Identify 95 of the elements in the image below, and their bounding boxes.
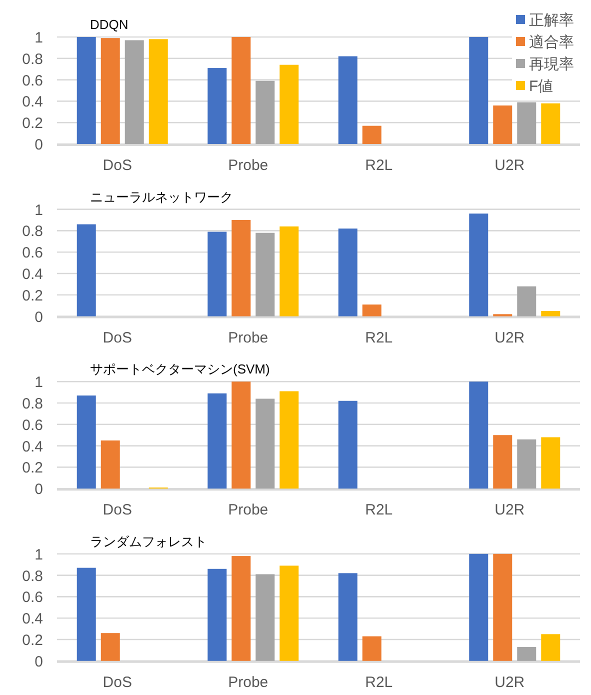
x-tick-label: Probe <box>228 157 268 174</box>
bar <box>232 220 251 316</box>
bar <box>469 37 488 144</box>
bar <box>256 574 275 661</box>
y-tick-label: 0.4 <box>22 94 43 111</box>
y-tick-label: 0.4 <box>22 266 43 283</box>
x-tick-label: Probe <box>228 674 268 691</box>
x-tick-label: U2R <box>494 502 525 519</box>
bar <box>208 393 227 489</box>
bar <box>280 391 299 489</box>
x-tick-label: R2L <box>365 502 393 519</box>
y-tick-label: 0.2 <box>22 632 43 649</box>
bar <box>493 435 512 489</box>
x-tick-label: R2L <box>365 157 393 174</box>
bar <box>517 102 536 144</box>
y-tick-label: 0.6 <box>22 72 43 90</box>
bar <box>338 228 358 316</box>
y-tick-label: 0.6 <box>22 416 43 434</box>
bar <box>124 40 144 144</box>
bar <box>100 633 120 661</box>
y-tick-label: 1 <box>34 202 43 219</box>
bar <box>541 103 560 144</box>
y-tick-label: 0.8 <box>22 396 43 412</box>
x-tick-label: DoS <box>102 157 132 174</box>
bar <box>517 439 536 489</box>
bar <box>469 214 488 316</box>
bar <box>280 226 299 316</box>
y-tick-label: 1 <box>34 374 43 392</box>
bar <box>100 440 120 489</box>
y-tick-label: 0.2 <box>22 287 43 304</box>
legend-label: 正解率 <box>529 12 574 29</box>
bar <box>493 105 512 144</box>
chart-title: DDQN <box>90 17 128 32</box>
y-tick-label: 0 <box>34 136 43 154</box>
bar <box>517 286 536 316</box>
bar <box>338 400 358 489</box>
x-tick-label: U2R <box>494 674 525 691</box>
bar <box>469 382 488 489</box>
y-tick-label: 0.8 <box>22 568 43 585</box>
y-tick-label: 0.2 <box>22 115 43 132</box>
bar <box>76 224 96 316</box>
bar <box>100 38 120 144</box>
y-tick-label: 1 <box>34 546 43 564</box>
x-tick-label: DoS <box>102 502 132 519</box>
bar <box>280 64 299 144</box>
bar <box>280 566 299 661</box>
bar <box>256 398 275 489</box>
bar <box>517 646 536 661</box>
bar <box>256 80 275 144</box>
chart-title: サポートベクターマシン(SVM) <box>90 362 270 377</box>
y-tick-label: 0.8 <box>22 50 43 68</box>
y-tick-label: 0 <box>34 481 43 498</box>
chart-title: ランダムフォレスト <box>90 534 207 549</box>
y-tick-label: 0.4 <box>22 610 43 628</box>
bar <box>232 382 251 489</box>
y-tick-label: 0.8 <box>22 223 43 240</box>
bar <box>208 232 227 316</box>
x-tick-label: DoS <box>102 329 132 346</box>
bar <box>76 396 96 489</box>
bar <box>338 56 358 144</box>
x-tick-label: R2L <box>365 329 393 346</box>
bar <box>493 554 512 661</box>
bar <box>148 39 168 144</box>
x-tick-label: U2R <box>494 329 525 346</box>
y-tick-label: 0.4 <box>22 438 43 456</box>
bar <box>232 556 251 661</box>
bar <box>541 634 560 661</box>
x-tick-label: R2L <box>365 674 393 691</box>
x-tick-label: DoS <box>102 674 132 691</box>
x-tick-label: Probe <box>228 502 268 519</box>
legend-label: F値 <box>529 78 554 95</box>
bar <box>232 37 251 144</box>
legend-label: 適合率 <box>529 34 574 51</box>
bar <box>362 304 382 316</box>
y-tick-label: 0.6 <box>22 244 43 262</box>
bar <box>362 126 382 144</box>
x-tick-label: U2R <box>494 157 525 174</box>
bar <box>208 68 227 144</box>
bar <box>338 573 358 661</box>
bar <box>76 568 96 661</box>
x-tick-label: Probe <box>228 329 268 346</box>
chart-title: ニューラルネットワーク <box>90 189 233 204</box>
y-tick-label: 1 <box>34 30 43 46</box>
y-tick-label: 0 <box>34 308 43 326</box>
bar <box>541 437 560 489</box>
bar <box>469 554 488 661</box>
bar <box>76 37 96 144</box>
bar <box>541 310 560 316</box>
bar <box>256 232 275 316</box>
bar <box>208 568 227 661</box>
bar <box>362 636 382 661</box>
y-tick-label: 0.6 <box>22 589 43 606</box>
y-tick-label: 0.2 <box>22 460 43 477</box>
legend-label: 再現率 <box>529 56 574 73</box>
y-tick-label: 0 <box>34 653 43 670</box>
